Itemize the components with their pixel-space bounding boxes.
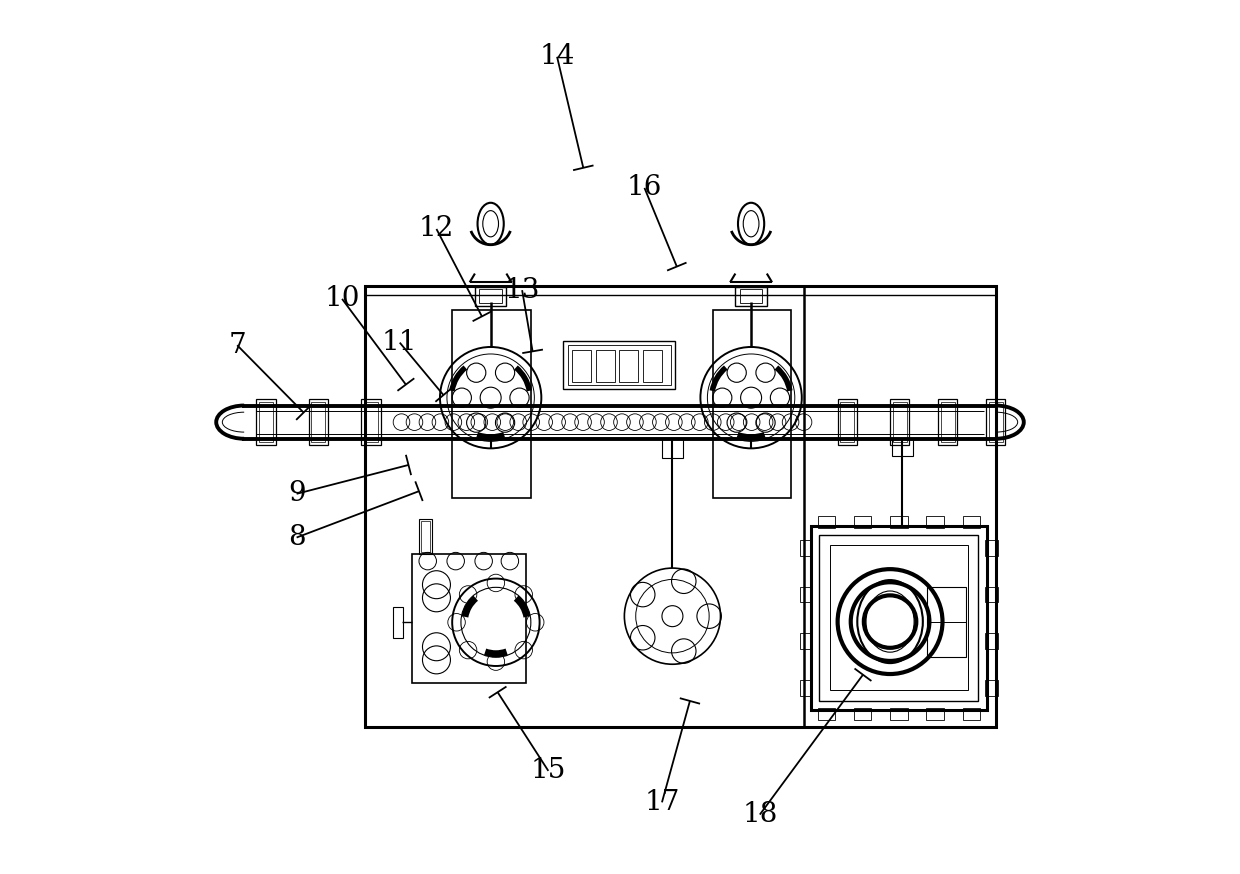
Bar <box>811 526 987 710</box>
Text: 12: 12 <box>419 216 454 242</box>
Text: 18: 18 <box>743 801 777 828</box>
Bar <box>820 535 978 701</box>
Bar <box>890 399 909 445</box>
Bar <box>893 402 906 442</box>
Bar <box>735 287 766 306</box>
Text: 14: 14 <box>539 44 575 70</box>
Bar <box>662 439 683 458</box>
Text: 9: 9 <box>288 481 305 507</box>
Bar <box>568 345 671 385</box>
Text: 11: 11 <box>382 329 418 356</box>
Bar <box>988 402 1003 442</box>
Bar <box>804 286 996 727</box>
Bar <box>595 350 615 382</box>
Bar <box>563 341 675 389</box>
Bar <box>841 402 854 442</box>
Text: 8: 8 <box>288 524 305 551</box>
Bar <box>393 607 403 638</box>
Bar <box>361 399 381 445</box>
Text: 7: 7 <box>228 332 246 358</box>
Bar <box>365 286 996 727</box>
Bar <box>619 350 639 382</box>
Bar <box>926 516 944 528</box>
Bar <box>941 402 955 442</box>
Bar <box>363 402 378 442</box>
Text: 16: 16 <box>626 175 662 201</box>
Bar <box>817 516 835 528</box>
Bar <box>412 554 526 683</box>
Bar <box>890 516 908 528</box>
Bar <box>800 634 812 649</box>
Bar <box>453 310 531 498</box>
Bar <box>854 516 872 528</box>
Bar <box>800 680 812 696</box>
Bar <box>642 350 662 382</box>
Bar <box>817 708 835 720</box>
Bar <box>480 289 502 303</box>
Bar <box>962 516 980 528</box>
Bar <box>572 350 591 382</box>
Bar <box>939 399 957 445</box>
Bar <box>257 399 275 445</box>
Bar <box>986 399 1006 445</box>
Text: 10: 10 <box>325 286 360 312</box>
Bar <box>419 519 432 554</box>
Text: 15: 15 <box>531 758 565 784</box>
Bar <box>854 708 872 720</box>
Bar <box>890 708 908 720</box>
Bar <box>713 310 791 498</box>
Bar <box>926 708 944 720</box>
Bar <box>740 289 763 303</box>
Text: 17: 17 <box>645 789 680 815</box>
Bar <box>962 708 980 720</box>
Bar <box>986 680 997 696</box>
Bar <box>420 521 430 552</box>
Bar <box>838 399 857 445</box>
Bar <box>986 540 997 556</box>
Bar <box>800 586 812 602</box>
Bar <box>311 402 325 442</box>
Bar <box>986 634 997 649</box>
Bar <box>800 540 812 556</box>
Bar <box>830 545 968 690</box>
Text: 13: 13 <box>505 277 539 303</box>
Bar <box>892 439 913 456</box>
Bar <box>259 402 273 442</box>
Bar <box>986 586 997 602</box>
Bar <box>475 287 506 306</box>
Bar <box>309 399 329 445</box>
Bar <box>926 586 966 656</box>
